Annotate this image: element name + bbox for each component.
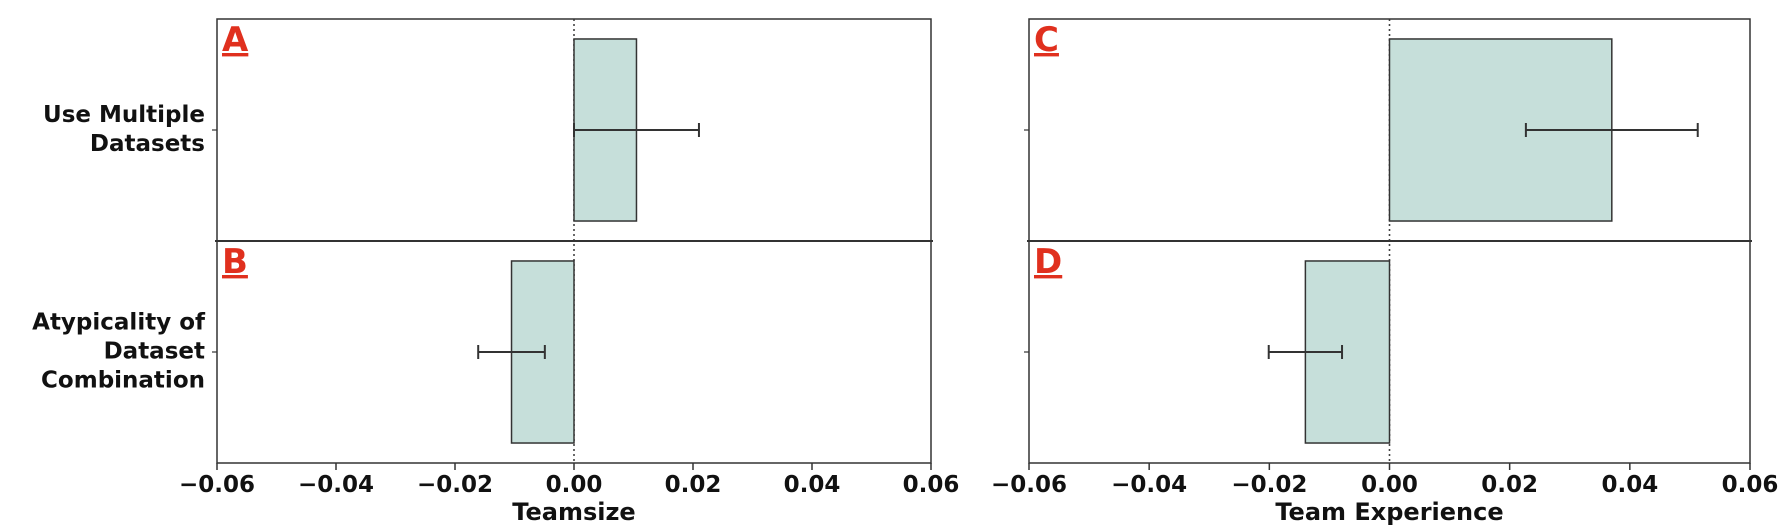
- x-tick-label: 0.00: [546, 472, 603, 498]
- x-tick-label: −0.02: [417, 472, 493, 498]
- x-tick-label: −0.04: [1111, 472, 1187, 498]
- x-tick-label: 0.02: [1481, 472, 1538, 498]
- x-tick-label: −0.06: [179, 472, 255, 498]
- x-tick-label: 0.06: [1722, 472, 1779, 498]
- y-tick-label: Use Multiple Datasets: [43, 102, 205, 157]
- y-tick-label: Atypicality of Dataset Combination: [32, 309, 205, 394]
- x-tick-label: 0.04: [1601, 472, 1658, 498]
- x-axis-label: Teamsize: [512, 498, 635, 526]
- x-tick-label: 0.06: [903, 472, 960, 498]
- panel-label: D: [1034, 242, 1062, 282]
- x-tick-label: 0.00: [1361, 472, 1418, 498]
- panel-label: B: [222, 242, 248, 282]
- x-axis-label: Team Experience: [1275, 498, 1503, 526]
- x-tick-label: 0.02: [665, 472, 722, 498]
- x-tick-label: −0.04: [298, 472, 374, 498]
- panel-label: C: [1034, 20, 1059, 60]
- x-tick-label: −0.02: [1231, 472, 1307, 498]
- x-tick-label: 0.04: [784, 472, 841, 498]
- x-tick-label: −0.06: [991, 472, 1067, 498]
- panel-label: A: [222, 20, 249, 60]
